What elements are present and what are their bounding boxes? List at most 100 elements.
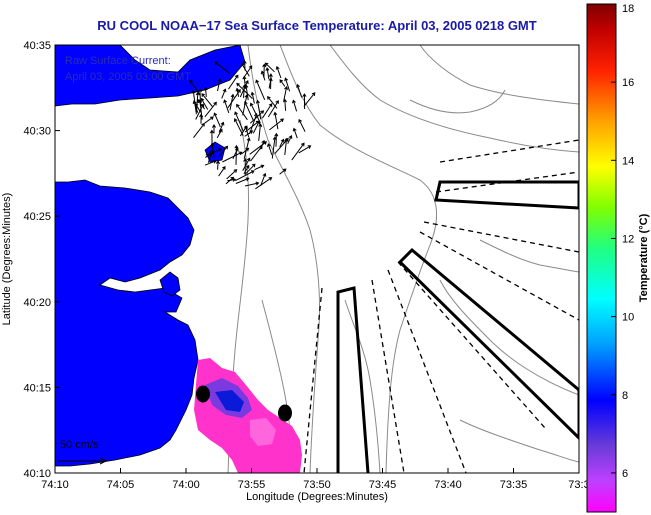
y-axis: 40:35 40:30 40:25 40:20 40:15 40:10 xyxy=(23,40,60,480)
colorbar-tick-label: 18 xyxy=(622,3,634,15)
x-tick-label: 73:55 xyxy=(238,479,266,491)
colorbar-tick-label: 8 xyxy=(622,390,628,402)
current-vector-arrow xyxy=(236,82,253,99)
current-vector-arrow xyxy=(243,157,248,174)
current-vector-arrow xyxy=(283,85,289,101)
x-axis: 74:10 74:05 74:00 73:55 73:50 73:45 73:40 73:35… xyxy=(41,468,590,491)
current-vector-arrow xyxy=(227,89,241,109)
x-tick-label: 73:45 xyxy=(369,479,397,491)
current-label-line2: April 03, 2005 03:00 GMT xyxy=(65,71,191,83)
current-vector-arrow xyxy=(279,79,286,87)
current-vector-arrow xyxy=(194,103,202,113)
station-marker-1 xyxy=(196,385,210,403)
current-vector-arrow xyxy=(244,100,254,121)
current-vector-arrow xyxy=(234,144,239,165)
current-vector-arrow xyxy=(258,123,263,141)
surface-current-vectors xyxy=(189,60,316,190)
current-vector-arrow xyxy=(241,62,250,77)
current-vector-arrow xyxy=(249,110,265,124)
y-axis-label: Latitude (Degrees:Minutes) xyxy=(1,193,13,326)
current-vector-arrow xyxy=(214,61,231,74)
current-vector-arrow xyxy=(221,88,227,99)
current-vector-arrow xyxy=(262,63,267,78)
current-vector-arrow xyxy=(215,160,221,170)
current-vector-arrow xyxy=(255,79,266,100)
current-label-line1: Raw Surface Current: xyxy=(65,55,171,67)
transect-line-g xyxy=(435,171,579,193)
transect-box-2 xyxy=(397,247,579,441)
current-vector-arrow xyxy=(213,112,221,128)
current-vector-arrow xyxy=(255,99,262,120)
transect-line-c xyxy=(387,269,467,473)
current-vector-arrow xyxy=(204,159,217,166)
current-vector-arrow xyxy=(242,60,247,71)
transect-line-e xyxy=(419,231,579,321)
current-vector-arrow xyxy=(274,132,279,147)
current-vector-arrow xyxy=(244,181,260,187)
scale-label: 50 cm/s xyxy=(60,439,99,451)
current-vector-arrow xyxy=(228,74,239,90)
current-vector-arrow xyxy=(254,164,265,171)
current-vector-arrow xyxy=(204,116,214,124)
current-vector-arrow xyxy=(241,147,250,155)
transect-box-3 xyxy=(434,180,579,210)
current-vector-arrow xyxy=(282,98,287,111)
current-vector-arrow xyxy=(296,83,303,98)
bathymetry-contours xyxy=(227,45,579,473)
sampling-transects xyxy=(303,139,579,473)
current-vector-arrow xyxy=(287,134,293,144)
current-vector-arrow xyxy=(189,79,201,96)
current-vector-arrow xyxy=(303,92,316,107)
y-tick-label: 40:15 xyxy=(23,382,51,394)
land-new-jersey xyxy=(55,179,199,467)
x-axis-label: Longitude (Degrees:Minutes) xyxy=(246,491,388,503)
current-vector-arrow xyxy=(269,118,285,131)
current-vector-arrow xyxy=(292,99,298,112)
current-vector-arrow xyxy=(298,118,306,132)
current-vector-arrow xyxy=(291,142,305,161)
current-vector-arrow xyxy=(235,170,255,182)
current-vector-arrow xyxy=(218,166,226,177)
colorbar-tick-label: 10 xyxy=(622,312,634,324)
current-vector-arrow xyxy=(292,127,298,139)
colorbar-tick-label: 14 xyxy=(622,155,634,167)
current-vector-arrow xyxy=(279,168,287,175)
current-vector-arrow xyxy=(260,172,267,186)
current-vector-arrow xyxy=(200,97,209,110)
current-vector-arrow xyxy=(235,177,250,184)
x-tick-label: 73:35 xyxy=(500,479,528,491)
transect-box-1 xyxy=(336,286,370,473)
current-vector-arrow xyxy=(236,103,248,121)
x-tick-label: 74:10 xyxy=(41,479,69,491)
transect-line-h xyxy=(439,139,579,163)
current-vector-arrow xyxy=(261,103,273,119)
x-tick-label: 74:00 xyxy=(172,479,200,491)
current-vector-arrow xyxy=(279,138,285,148)
current-vector-arrow xyxy=(264,62,275,73)
current-vector-arrow xyxy=(217,78,222,92)
current-vector-arrow xyxy=(191,89,197,113)
y-tick-label: 40:20 xyxy=(23,297,51,309)
y-tick-label: 40:25 xyxy=(23,211,51,223)
current-vector-arrow xyxy=(273,111,279,130)
current-vector-arrow xyxy=(233,118,244,137)
scale-arrow xyxy=(58,457,108,465)
current-vector-arrow xyxy=(255,177,273,190)
current-vector-arrow xyxy=(244,163,256,176)
map-plot-area: Raw Surface Current: April 03, 2005 03:0… xyxy=(55,45,579,473)
current-vector-arrow xyxy=(222,151,243,163)
current-vector-arrow xyxy=(249,102,261,124)
colorbar-label: Temperature (°C) xyxy=(638,213,650,302)
current-vector-arrow xyxy=(210,142,215,158)
current-vector-arrow xyxy=(284,137,289,155)
current-vector-arrow xyxy=(199,113,204,124)
colorbar-tick-label: 16 xyxy=(622,77,634,89)
current-vector-arrow xyxy=(302,93,307,110)
transect-line-a xyxy=(303,287,323,473)
current-vector-arrow xyxy=(227,177,237,182)
land-sandy-hook xyxy=(159,271,181,297)
current-vector-arrow xyxy=(267,95,278,109)
colorbar xyxy=(586,3,617,513)
current-vector-arrow xyxy=(243,164,250,174)
station-marker-2 xyxy=(278,404,292,422)
